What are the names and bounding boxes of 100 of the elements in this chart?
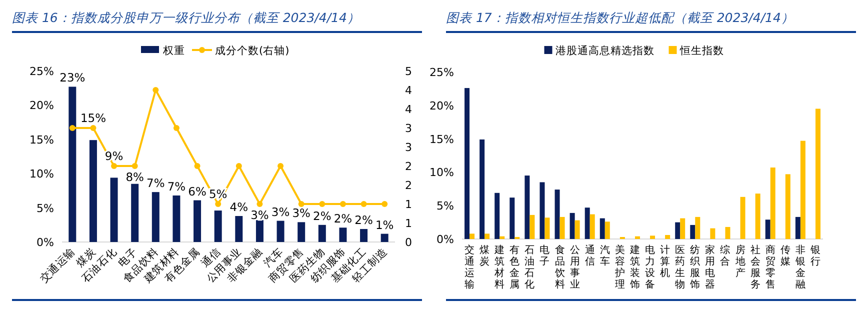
data-label: 4% [230, 200, 248, 214]
x-tick-label: 汽车 [600, 244, 610, 268]
point [340, 201, 346, 207]
point [360, 201, 367, 207]
x-tick-label: 公用事业 [570, 244, 580, 290]
data-label: 8% [126, 170, 144, 184]
x-tick-label: 建筑装饰 [628, 244, 640, 290]
point [194, 163, 200, 169]
bar [680, 218, 686, 239]
bar [540, 182, 545, 239]
bar [110, 178, 118, 242]
bar [480, 139, 485, 239]
bar [464, 88, 470, 239]
data-label: 2% [334, 212, 352, 226]
bar [554, 190, 560, 239]
bar [484, 234, 490, 239]
bar [172, 195, 180, 242]
point [236, 163, 242, 169]
point [298, 201, 304, 207]
x-tick-label: 房地产 [734, 244, 746, 279]
data-label: 3% [271, 204, 290, 219]
data-label: 3% [250, 208, 269, 222]
point [278, 163, 284, 169]
y-tick-label: 0% [36, 236, 54, 249]
y-tick-label: 20% [30, 99, 54, 112]
x-tick-label: 非银金融 [794, 244, 806, 290]
bar [725, 226, 730, 239]
bar [194, 200, 202, 242]
y2-tick-label: 3 [405, 141, 412, 154]
bar [765, 220, 770, 239]
bar [510, 198, 515, 239]
bar [675, 222, 680, 239]
y2-tick-label: 3 [405, 122, 412, 135]
chart-title: 图表 17：指数相对恒生指数行业超低配（截至 2023/4/14） [446, 10, 794, 25]
x-tick-label: 电力设备 [645, 244, 656, 290]
data-label: 3% [292, 206, 311, 220]
bar [785, 174, 790, 239]
x-tick-label: 美容护理 [614, 244, 625, 290]
data-label: 2% [354, 213, 373, 228]
x-tick-label: 传媒 [780, 245, 790, 268]
bar [470, 234, 475, 239]
bar [665, 234, 670, 239]
legend-label: 恒生指数 [678, 44, 724, 57]
bar [650, 236, 656, 239]
y2-tick-label: 4 [405, 84, 412, 97]
bar [695, 216, 700, 239]
bar [256, 220, 264, 242]
bar [360, 229, 368, 242]
x-tick-label: 建筑材料 [494, 244, 505, 290]
bar [800, 140, 806, 239]
bar [770, 168, 776, 239]
bar [815, 108, 820, 239]
data-label: 1% [375, 218, 394, 232]
x-tick-label: 石油石化 [524, 245, 535, 290]
y-tick-label: 0% [436, 233, 454, 246]
legend-label: 成分个数(右轴) [215, 44, 290, 57]
x-tick-label: 电子 [540, 244, 550, 268]
point [69, 125, 76, 131]
legend-label: 港股通高息精选指数 [555, 44, 654, 57]
point [382, 201, 388, 207]
x-tick-label: 食品饮料 [554, 244, 565, 290]
bar [570, 212, 575, 239]
x-tick-label: 商贸零售 [765, 244, 776, 290]
bar [544, 218, 550, 239]
y2-tick-label: 5 [405, 65, 412, 78]
x-tick-label: 家用电器 [705, 244, 716, 290]
data-label: 7% [146, 176, 165, 190]
bar [500, 236, 505, 239]
x-tick-label: 通信 [584, 244, 595, 268]
bar [276, 220, 284, 242]
point [215, 201, 222, 207]
x-tick-label: 社会服务 [750, 244, 760, 290]
chart-title: 图表 16：指数成分股申万一级行业分布（截至 2023/4/14） [12, 10, 360, 25]
y2-tick-label: 2 [405, 179, 412, 192]
bar [339, 228, 347, 242]
data-label: 7% [167, 179, 186, 194]
point [319, 201, 326, 207]
y-tick-label: 25% [430, 66, 454, 79]
y2-tick-label: 4 [405, 103, 412, 116]
bar [574, 220, 580, 239]
bar [380, 234, 388, 242]
bar [235, 216, 243, 242]
point [90, 125, 96, 131]
y-tick-label: 25% [30, 65, 54, 78]
bar [494, 192, 500, 239]
x-tick-label: 计算机 [660, 244, 670, 279]
bar [318, 224, 326, 242]
bar [214, 210, 222, 242]
data-label: 6% [188, 184, 206, 198]
y2-tick-label: 1 [405, 198, 412, 211]
bar [690, 224, 696, 239]
x-tick-label: 综合 [720, 244, 730, 268]
y-tick-label: 5% [36, 202, 54, 215]
bar [600, 218, 605, 239]
bar [524, 176, 530, 239]
x-tick-label: 有色金属 [510, 244, 520, 290]
y2-tick-label: 2 [405, 160, 412, 173]
x-tick-label: 煤炭 [480, 244, 490, 268]
y2-tick-label: 1 [405, 217, 412, 230]
y2-tick-label: 0 [405, 236, 412, 249]
